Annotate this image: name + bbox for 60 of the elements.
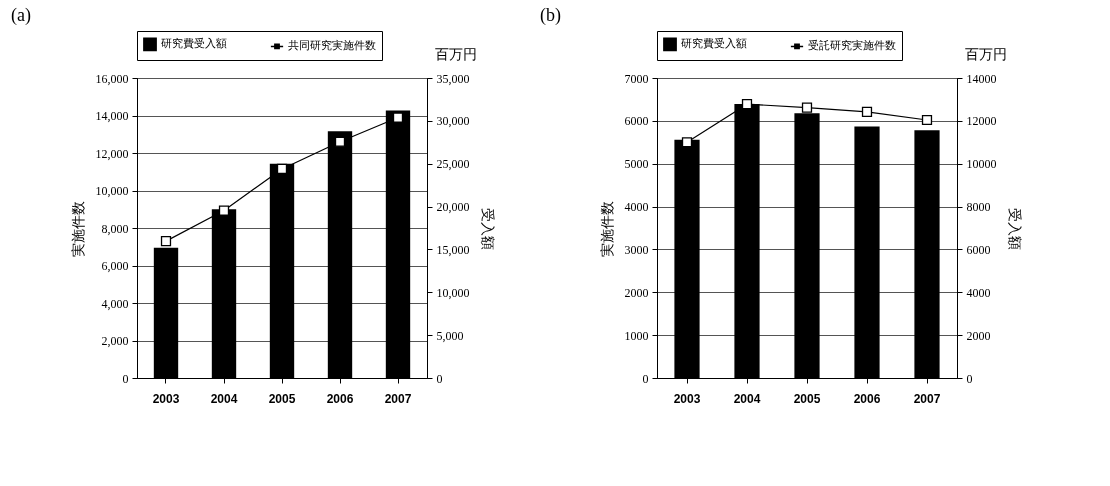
x-tick-label: 2003 xyxy=(673,391,701,406)
y-axis-title: 実施件数 xyxy=(599,200,615,257)
y2-tick-label: 30,000 xyxy=(436,114,470,129)
x-tick-label: 2005 xyxy=(793,391,821,406)
x-tick-label: 2006 xyxy=(326,391,354,406)
y-tick-label: 8,000 xyxy=(101,221,129,236)
y-tick-label: 1000 xyxy=(624,328,649,343)
point xyxy=(861,106,873,117)
y-tick-label: 0 xyxy=(122,371,129,386)
y2-tick-label: 0 xyxy=(436,371,443,386)
y2-tick-label: 20,000 xyxy=(436,200,470,215)
point xyxy=(801,102,813,113)
x-tick-label: 2007 xyxy=(384,391,412,406)
legend-label: 研究費受入額 xyxy=(161,37,227,50)
y-tick-label: 16,000 xyxy=(95,71,129,86)
x-tick-label: 2004 xyxy=(210,391,238,406)
y2-tick-label: 15,000 xyxy=(436,242,470,257)
legend-label: 研究費受入額 xyxy=(681,37,747,50)
y2-tick-label: 14000 xyxy=(966,71,997,86)
text: 百万円 xyxy=(965,47,1007,62)
y-tick-label: 6000 xyxy=(624,114,649,129)
y-tick-label: 14,000 xyxy=(95,109,129,123)
y-tick-label: 2,000 xyxy=(101,334,129,348)
legend-label: 受託研究実施件数 xyxy=(808,39,896,52)
y2-tick-label: 8000 xyxy=(966,200,991,215)
point xyxy=(218,205,230,216)
y-tick-label: 5000 xyxy=(624,157,649,172)
y2-tick-label: 0 xyxy=(966,371,973,386)
chart-title: (b) xyxy=(540,4,561,26)
y-tick-label: 2000 xyxy=(624,285,649,300)
point xyxy=(160,236,172,247)
legend-label: 共同研究実施件数 xyxy=(288,39,376,52)
chart-title: (a) xyxy=(11,4,31,26)
y2-tick-label: 6000 xyxy=(966,242,991,257)
y2-axis-title: 受入額 xyxy=(479,207,495,250)
y-tick-label: 6,000 xyxy=(101,259,129,273)
y2-tick-label: 2000 xyxy=(966,328,991,343)
x-tick-label: 2003 xyxy=(152,391,180,406)
y-tick-label: 7000 xyxy=(624,71,649,86)
x-tick-label: 2005 xyxy=(268,391,296,406)
x-tick-label: 2004 xyxy=(733,391,761,406)
y2-tick-label: 10000 xyxy=(966,157,997,172)
y-axis-title: 実施件数 xyxy=(70,200,86,257)
y2-tick-label: 25,000 xyxy=(436,157,470,172)
y2-tick-label: 4000 xyxy=(966,285,991,300)
x-tick-label: 2006 xyxy=(853,391,881,406)
y2-axis-title: 受入額 xyxy=(1006,207,1022,250)
y2-tick-label: 10,000 xyxy=(436,285,470,300)
y-tick-label: 10,000 xyxy=(95,184,129,198)
y-tick-label: 12,000 xyxy=(95,146,129,161)
text: 百万円 xyxy=(435,47,477,62)
y-tick-label: 4000 xyxy=(624,200,649,215)
y-tick-label: 4,000 xyxy=(101,296,129,311)
y2-tick-label: 12000 xyxy=(966,114,997,129)
x-tick-label: 2007 xyxy=(913,391,941,406)
y2-tick-label: 35,000 xyxy=(436,71,470,86)
point xyxy=(921,114,933,126)
y-tick-label: 3000 xyxy=(624,242,649,257)
y-tick-label: 0 xyxy=(642,371,649,386)
y2-tick-label: 5,000 xyxy=(436,328,464,343)
